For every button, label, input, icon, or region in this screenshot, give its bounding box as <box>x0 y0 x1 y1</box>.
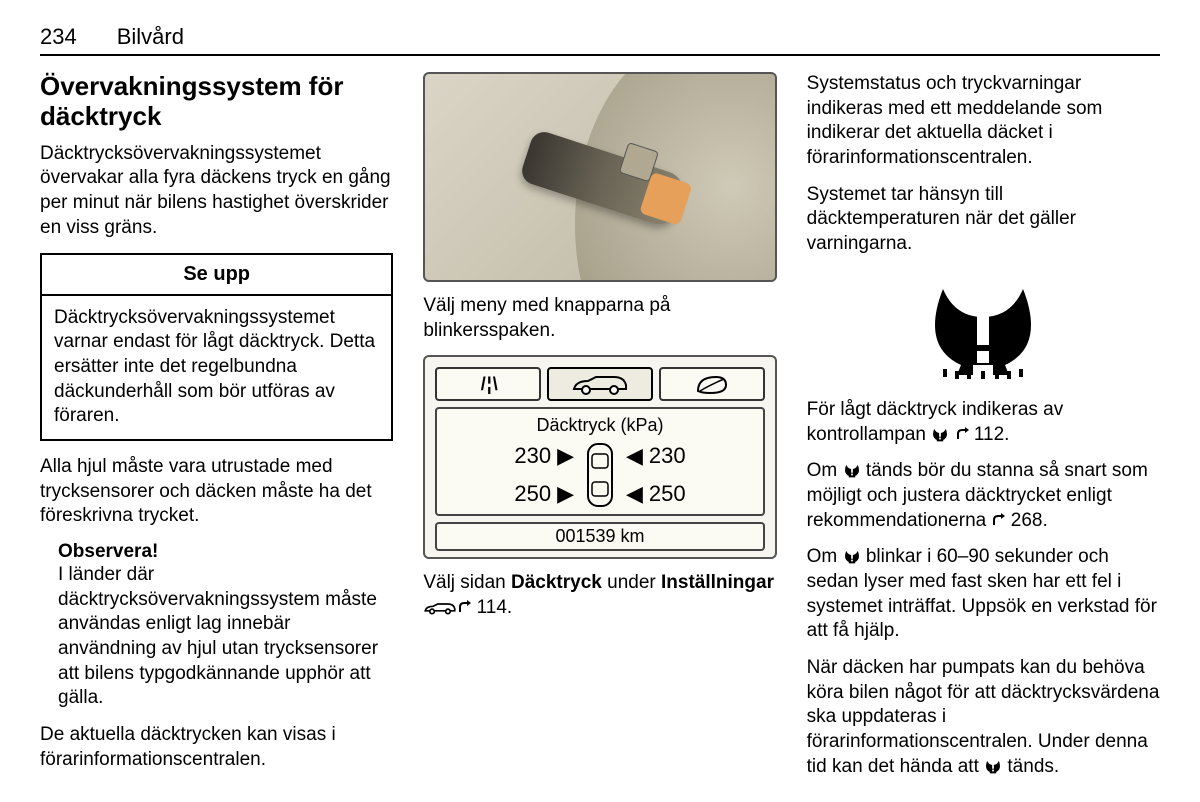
display-tabs: / ¦ \ <box>435 367 764 401</box>
tab-lane: / ¦ \ <box>435 367 541 401</box>
note-body: I länder där däcktrycksövervakningssyste… <box>58 563 393 711</box>
ref-arrow-icon <box>457 597 471 622</box>
tire-front-left: 230 <box>514 443 551 469</box>
column-2: Välj meny med knapparna på blinkersspake… <box>423 72 776 791</box>
note-label: Observera! <box>58 541 393 563</box>
paragraph-sensors: Alla hjul måste vara utrustade med tryck… <box>40 455 393 529</box>
caution-body: Däcktrycksövervakningssystemet varnar en… <box>42 296 391 439</box>
tire-front-right: 230 <box>649 443 686 469</box>
leaf-icon <box>694 373 730 395</box>
paragraph-display: De aktuella däcktrycken kan visas i föra… <box>40 723 393 772</box>
stalk-photo <box>423 72 776 282</box>
tpms-warning-symbol <box>807 269 1160 384</box>
tpms-icon <box>923 269 1043 379</box>
intro-paragraph: Däcktrycksövervakningssystemet övervakar… <box>40 142 393 241</box>
car-side-inline-icon <box>423 601 457 615</box>
tire-info-panel: Däcktryck (kPa) 230▶ 250▶ ◀230 ◀250 <box>435 407 764 516</box>
tire-rear-left: 250 <box>514 481 551 507</box>
paragraph-temp: Systemet tar hänsyn till däcktemperature… <box>807 183 1160 257</box>
arrow-right-icon: ▶ <box>557 443 574 469</box>
column-3: Systemstatus och tryckvarningar indikera… <box>807 72 1160 791</box>
arrow-left-icon: ◀ <box>626 481 643 507</box>
lane-icon: / ¦ \ <box>481 374 496 395</box>
column-1: Övervakningssystem för däcktryck Däcktry… <box>40 72 393 791</box>
arrow-left-icon: ◀ <box>626 443 643 469</box>
note-block: Observera! I länder där däcktrycksöverva… <box>58 541 393 711</box>
odometer: 001539 km <box>435 522 764 551</box>
car-side-icon <box>570 373 630 395</box>
tpms-inline-icon <box>843 462 861 478</box>
article-title: Övervakningssystem för däcktryck <box>40 72 393 132</box>
paragraph-blink: Om blinkar i 60–90 sekunder och sedan ly… <box>807 545 1160 644</box>
page-number: 234 <box>40 24 77 50</box>
caption-stalk: Välj meny med knapparna på blinkersspake… <box>423 294 776 343</box>
dic-display: / ¦ \ Däcktryck (kPa) <box>423 355 776 559</box>
tire-rear-right: 250 <box>649 481 686 507</box>
page-section-title: Bilvård <box>117 24 184 50</box>
tpms-inline-icon <box>931 426 949 442</box>
ref-arrow-icon <box>955 424 969 449</box>
car-top-icon <box>580 440 620 510</box>
ref-arrow-icon <box>991 510 1005 535</box>
caution-callout: Se upp Däcktrycksövervakningssystemet va… <box>40 253 393 441</box>
caption-display: Välj sidan Däcktryck under Inställningar… <box>423 571 776 620</box>
content-columns: Övervakningssystem för däcktryck Däcktry… <box>40 72 1160 782</box>
tab-eco <box>659 367 765 401</box>
paragraph-low-pressure: För lågt däcktryck indikeras av kontroll… <box>807 398 1160 447</box>
tpms-inline-icon <box>984 758 1002 774</box>
paragraph-status: Systemstatus och tryckvarningar indikera… <box>807 72 1160 171</box>
tire-info-title: Däcktryck (kPa) <box>445 415 754 436</box>
tab-car <box>547 367 653 401</box>
paragraph-after-inflate: När däcken har pumpats kan du behöva kör… <box>807 656 1160 779</box>
caution-title: Se upp <box>42 255 391 296</box>
page-header: 234 Bilvård <box>40 24 1160 56</box>
arrow-right-icon: ▶ <box>557 481 574 507</box>
paragraph-lit: Om tänds bör du stanna så snart som möjl… <box>807 459 1160 533</box>
tpms-inline-icon <box>843 548 861 564</box>
